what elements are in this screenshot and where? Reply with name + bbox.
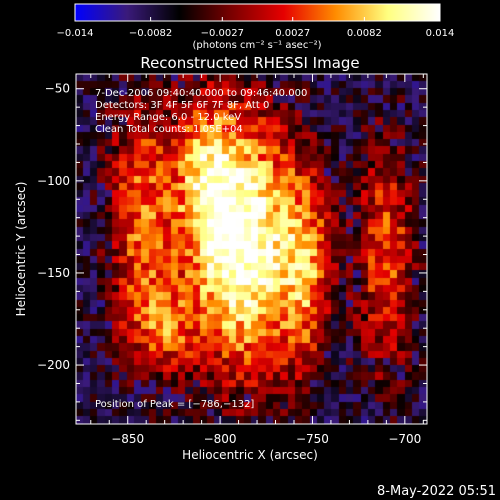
colorbar-strip (75, 4, 440, 21)
info-line-clean: Clean Total counts: 1.05E+04 (95, 124, 243, 135)
colorbar-tick-label: 0.014 (426, 28, 455, 39)
x-tick-label: −700 (388, 432, 421, 446)
info-line-energy: Energy Range: 6.0 - 12.0 keV (95, 112, 241, 123)
colorbar: −0.014 −0.0082 −0.0027 0.0027 0.0082 0.014 (p… (56, 3, 454, 51)
colorbar-tick-label: 0.0027 (275, 28, 310, 39)
info-line-time: 7-Dec-2006 09:40:40.000 to 09:46:40.000 (95, 88, 307, 99)
plot-frame (75, 73, 428, 425)
chart-title: Reconstructed RHESSI Image (140, 54, 359, 72)
x-tick-label: −800 (204, 432, 237, 446)
y-tick-label: −150 (37, 266, 70, 280)
plot-area: −850 −800 −750 −700 −50 −100 −150 −200 (37, 73, 428, 446)
y-tick-label: −100 (37, 174, 70, 188)
colorbar-tick-label: 0.0082 (347, 28, 382, 39)
y-tick-label: −200 (37, 358, 70, 372)
colorbar-tick-label: −0.0082 (129, 28, 172, 39)
y-axis-title: Heliocentric Y (arcsec) (14, 182, 28, 317)
x-tick-label: −750 (296, 432, 329, 446)
info-line-detectors: Detectors: 3F 4F 5F 6F 7F 8F, Att 0 (95, 100, 269, 111)
footer-timestamp: 8-May-2022 05:51 (377, 484, 496, 499)
colorbar-tick-label: −0.014 (56, 28, 93, 39)
y-tick-label: −50 (45, 82, 70, 96)
colorbar-units-label: (photons cm⁻² s⁻¹ asec⁻²) (192, 40, 321, 51)
x-tick-label: −850 (111, 432, 144, 446)
heatmap-image (76, 74, 427, 424)
info-annotations: 7-Dec-2006 09:40:40.000 to 09:46:40.000 … (95, 88, 307, 410)
colorbar-ticks: −0.014 −0.0082 −0.0027 0.0027 0.0082 0.014 (56, 17, 454, 39)
colorbar-frame (74, 3, 441, 22)
peak-position-label: Position of Peak = [−786,−132] (95, 399, 254, 410)
axis-ticks: −850 −800 −750 −700 −50 −100 −150 −200 (37, 74, 427, 446)
colorbar-tick-label: −0.0027 (201, 28, 244, 39)
x-axis-title: Heliocentric X (arcsec) (182, 448, 318, 462)
